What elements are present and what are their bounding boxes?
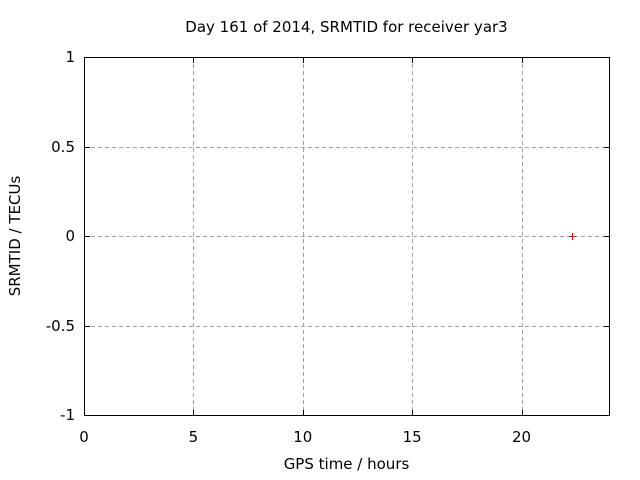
chart-title: Day 161 of 2014, SRMTID for receiver yar… xyxy=(185,18,508,36)
x-tick-label: 0 xyxy=(79,428,89,446)
plot-border xyxy=(84,57,610,416)
x-axis-label: GPS time / hours xyxy=(283,455,410,473)
x-tick-label: 20 xyxy=(511,428,532,446)
y-tick-label: 0.5 xyxy=(51,137,75,156)
y-tick-label: 1 xyxy=(65,48,75,66)
x-tick-label: 5 xyxy=(188,428,199,446)
x-tick-label: 10 xyxy=(293,428,313,446)
y-tick-label: 0 xyxy=(65,227,75,245)
x-tick-label: 15 xyxy=(402,428,422,446)
y-tick-label: -1 xyxy=(60,406,75,424)
y-tick-label: -0.5 xyxy=(45,316,75,335)
